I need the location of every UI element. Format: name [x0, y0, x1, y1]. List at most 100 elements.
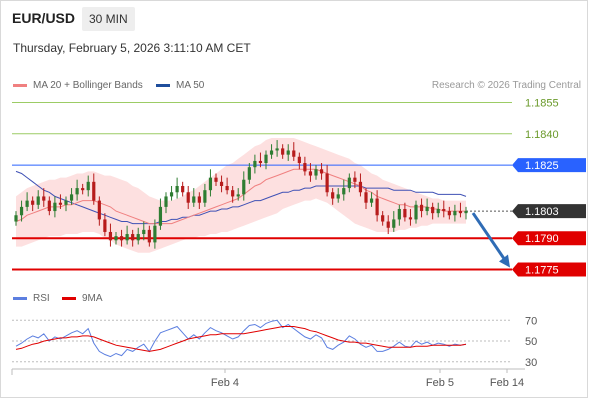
rsi-swatch [13, 297, 27, 300]
rsi-tick-30: 30 [525, 357, 537, 369]
candle-body [69, 194, 74, 201]
candle [358, 173, 363, 197]
level-label-1.1840: 1.1840 [525, 129, 559, 141]
candle-body [264, 154, 268, 164]
candle-body [108, 231, 113, 241]
candle-body [308, 171, 313, 176]
candle-body [175, 186, 179, 193]
candle-body [219, 181, 224, 186]
x-tick-label: Feb 4 [211, 377, 239, 389]
candle [408, 208, 413, 226]
candle-body [325, 173, 329, 193]
candle-body [147, 229, 151, 243]
candle-body [436, 208, 440, 214]
candle-body [231, 190, 235, 197]
candle-body [169, 192, 174, 197]
candle-body [114, 236, 118, 241]
candle [186, 186, 190, 209]
candle [197, 192, 201, 209]
candle-body [125, 234, 129, 241]
candle [214, 173, 218, 186]
candle [258, 152, 263, 168]
candle [281, 144, 285, 159]
candle [86, 175, 90, 197]
candle [464, 206, 468, 220]
candle-body [247, 167, 251, 180]
candle [381, 211, 385, 226]
timeframe-badge[interactable]: 30 MIN [82, 7, 135, 31]
candle-body [119, 236, 124, 241]
candle [403, 202, 407, 222]
ma20-line [15, 168, 466, 225]
ma9-swatch [62, 297, 76, 300]
candle-body [447, 211, 451, 216]
candle [269, 144, 274, 159]
projection-arrow-shaft [471, 212, 508, 263]
x-tick-label: Feb 5 [426, 377, 454, 389]
candle-body [403, 208, 407, 218]
candle [36, 190, 40, 209]
candle-body [286, 150, 290, 155]
candle [175, 177, 179, 199]
candle-body [192, 196, 196, 203]
bollinger-band [16, 138, 466, 253]
candle-body [75, 188, 79, 195]
candle [153, 219, 157, 249]
candle-body [31, 200, 35, 205]
ma20-swatch [13, 84, 27, 87]
level-tag-1.1775 [512, 262, 586, 277]
candle-body [297, 156, 301, 164]
candle [303, 156, 307, 176]
candle-body [81, 188, 85, 191]
candle [92, 173, 96, 205]
series-9ma-line [15, 326, 467, 352]
candle-body [414, 204, 418, 220]
candle-body [142, 229, 146, 235]
candle-body [458, 211, 463, 214]
candle [419, 198, 424, 218]
candle [375, 190, 379, 222]
candle-body [281, 148, 285, 155]
ma50-swatch [156, 84, 170, 87]
candle-body [425, 206, 429, 212]
candle-body [164, 196, 168, 207]
candle [31, 196, 35, 212]
candle [319, 163, 324, 180]
candle [453, 204, 457, 222]
level-tag-1.1790 [512, 231, 586, 246]
candle [247, 163, 251, 184]
candle [325, 165, 329, 197]
candle-body [258, 160, 263, 164]
candle [75, 179, 79, 201]
candle-body [419, 204, 424, 212]
legend-ma50: MA 50 [156, 80, 204, 91]
candle [97, 196, 101, 226]
candle [225, 177, 229, 195]
candle-body [269, 150, 274, 155]
candle [331, 188, 335, 205]
x-tick-label: Feb 14 [490, 377, 524, 389]
candle-body [347, 177, 351, 189]
legend-ma20-label: MA 20 + Bollinger Bands [33, 80, 143, 91]
projection-arrow-head [499, 254, 510, 268]
candle-body [42, 196, 46, 201]
level-label-1.1855: 1.1855 [525, 97, 559, 109]
chart-datetime: Thursday, February 5, 2026 3:11:10 AM CE… [13, 41, 251, 55]
candle [242, 171, 246, 201]
candle [64, 196, 68, 212]
candle [447, 206, 451, 220]
candle [158, 198, 163, 230]
candle [292, 142, 296, 161]
legend-rsi: RSI [13, 293, 50, 304]
candle-body [36, 196, 40, 205]
rsi-tick-50: 50 [525, 336, 537, 348]
candle [253, 154, 257, 174]
candle-body [203, 190, 207, 203]
candle [114, 231, 118, 245]
candle-body [375, 198, 379, 216]
candle-body [14, 215, 18, 222]
candle [125, 225, 129, 245]
candle-body [342, 188, 346, 195]
